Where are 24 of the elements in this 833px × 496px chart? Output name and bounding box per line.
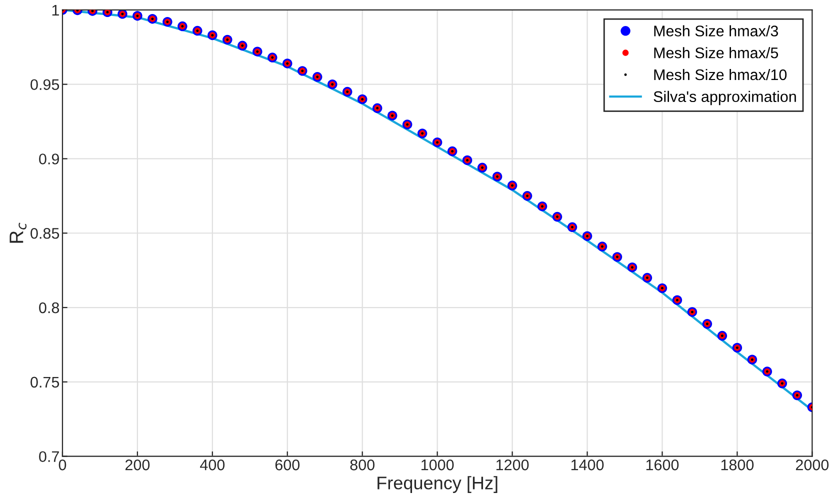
legend-label: Silva's approximation — [654, 90, 796, 106]
x-axis-title: Frequency [Hz] — [378, 476, 498, 493]
y-tick-label: 0.75 — [30, 376, 60, 388]
x-tick-label: 1200 — [496, 460, 529, 470]
y-tick-label: 0.7 — [39, 451, 59, 462]
x-tick-label: 200 — [125, 460, 150, 470]
y-axis-title: R$_{c}$ — [10, 222, 26, 243]
x-tick-label: 1400 — [571, 460, 604, 470]
y-tick-label: 0.9 — [39, 154, 59, 164]
x-tick-label: 2000 — [796, 460, 829, 470]
legend-label: Mesh Size hmax/10 — [654, 68, 787, 80]
y-tick-label: 0.8 — [39, 302, 60, 314]
y-tick-label: 0.95 — [30, 79, 60, 90]
x-tick-label: 1800 — [721, 460, 754, 470]
x-tick-label: 800 — [350, 460, 375, 470]
y-tick-label: 1 — [52, 4, 59, 16]
legend-label: Mesh Size hmax/5 — [654, 47, 778, 58]
x-tick-label: 600 — [275, 460, 300, 470]
x-tick-label: 1000 — [422, 460, 454, 470]
y-tick-label: 0.85 — [30, 228, 60, 239]
legend-label: Mesh Size hmax/3 — [654, 25, 778, 36]
x-tick-label: 0 — [58, 460, 66, 470]
x-tick-label: 1600 — [646, 460, 679, 470]
x-tick-label: 400 — [200, 460, 225, 470]
